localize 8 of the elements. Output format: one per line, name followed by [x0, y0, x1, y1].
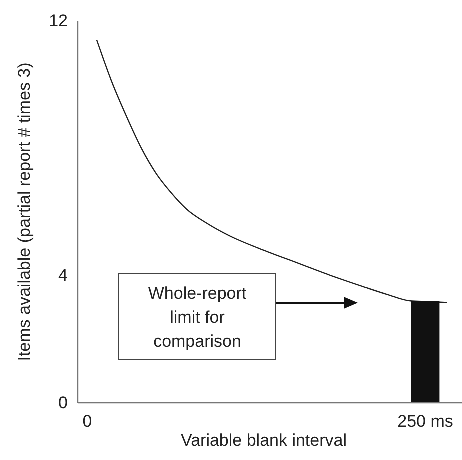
x-axis-title: Variable blank interval [181, 431, 347, 450]
line-series [96, 40, 448, 304]
y-tick-label: 0 [58, 394, 68, 412]
y-tick-label: 12 [49, 12, 68, 30]
x-tick-label: 250 ms [398, 412, 454, 431]
annotation: Whole-report limit for comparison [148, 284, 247, 351]
y-axis-title: Items available (partial report # times 3) [15, 62, 34, 362]
y-tick-label: 4 [58, 266, 68, 286]
